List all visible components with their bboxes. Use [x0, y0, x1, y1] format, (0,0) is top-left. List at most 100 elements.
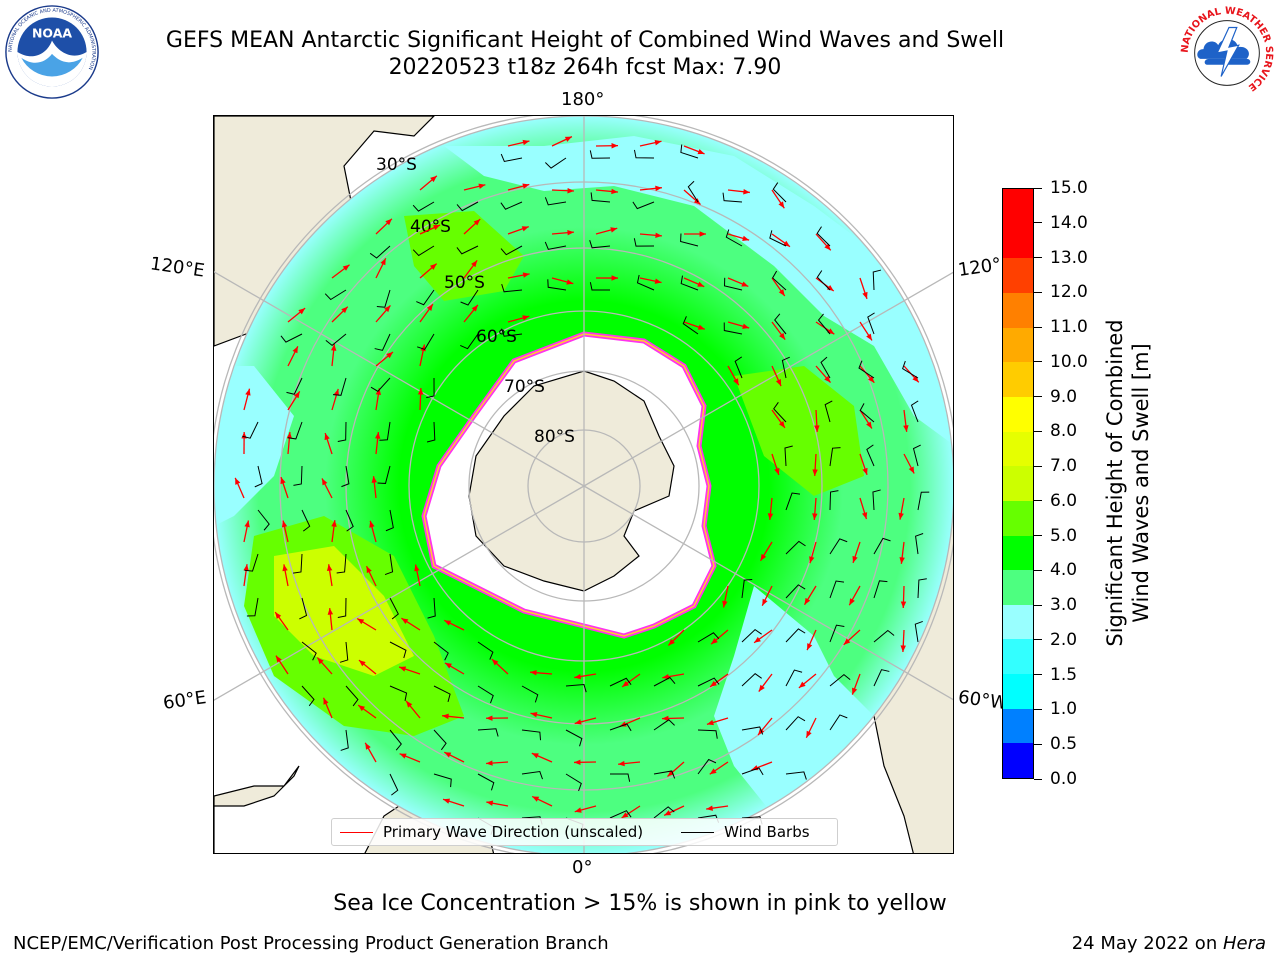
- wave-arrow-head: [898, 512, 904, 520]
- region-low-waves-west: [214, 366, 294, 526]
- wind-barb: [609, 723, 632, 732]
- wind-barb: [781, 356, 790, 379]
- wind-barb: [741, 628, 762, 643]
- wind-barb: [280, 333, 303, 343]
- wave-arrow-head: [445, 662, 452, 669]
- wind-barb: [547, 279, 567, 291]
- wave-arrow-head: [384, 305, 391, 313]
- wind-barb: [477, 728, 499, 737]
- colorbar-segment: [1003, 708, 1033, 744]
- wave-arrow-head: [655, 185, 662, 192]
- colorbar-tick: 0.0: [1034, 769, 1077, 789]
- wind-barb: [341, 465, 350, 488]
- wave-arrow-head: [399, 666, 407, 672]
- colorbar-tick-mark: [1034, 778, 1042, 780]
- wind-barb: [590, 192, 611, 203]
- wave-arrow-head: [442, 713, 449, 720]
- wave-arrow-head: [754, 636, 761, 643]
- colorbar-tick: 15.0: [1034, 178, 1088, 198]
- wind-barb: [500, 153, 523, 163]
- wind-barb: [565, 773, 582, 792]
- colorbar-tick: 2.0: [1034, 630, 1077, 650]
- wind-barb: [369, 245, 391, 259]
- wind-barb: [771, 270, 787, 291]
- wind-barb: [500, 245, 523, 256]
- wave-arrow-head: [522, 139, 530, 146]
- wave-arrow-head: [385, 218, 392, 226]
- wind-barb: [325, 333, 347, 347]
- wind-barb: [477, 685, 494, 704]
- wave-arrow-head: [374, 432, 381, 439]
- wave-arrow-head: [406, 700, 413, 708]
- colorbar-segment: [1003, 500, 1033, 536]
- wind-barb: [254, 465, 263, 488]
- wind-barb: [873, 669, 890, 687]
- wave-arrow-head: [293, 391, 300, 399]
- wind-barb: [785, 628, 806, 643]
- wave-arrow-head: [866, 333, 872, 341]
- wind-barb: [384, 553, 394, 576]
- colorbar-tick-label: 2.0: [1050, 629, 1078, 650]
- wind-barb: [477, 773, 495, 791]
- wave-arrow-head: [567, 188, 574, 194]
- wind-barb: [301, 685, 315, 707]
- colorbar-tick-mark: [1034, 396, 1042, 398]
- wave-arrow-head: [611, 188, 618, 195]
- colorbar-tick: 7.0: [1034, 456, 1077, 476]
- wind-barb: [286, 377, 303, 395]
- wave-arrow-head: [697, 149, 705, 155]
- wind-barb: [873, 537, 891, 555]
- wind-barb: [460, 289, 479, 306]
- region-high-waves-tasman: [404, 211, 524, 301]
- wind-barb: [340, 729, 349, 751]
- colorbar-segment: [1003, 223, 1033, 259]
- wind-barb: [456, 245, 479, 255]
- colorbar-segment: [1003, 743, 1033, 778]
- wind-barb: [774, 313, 787, 335]
- wind-barb: [332, 377, 347, 396]
- wave-arrow-head: [804, 597, 811, 605]
- wave-arrow-head: [762, 598, 768, 606]
- wave-arrow-head: [331, 520, 337, 527]
- wave-arrow-head: [471, 260, 478, 268]
- wind-barb: [609, 677, 632, 687]
- wind-barb: [902, 360, 919, 379]
- colorbar-tick-mark: [1034, 604, 1042, 606]
- wind-barb: [816, 270, 831, 291]
- map-legend: Primary Wave Direction (unscaled) Wind B…: [331, 818, 838, 846]
- wind-barb: [682, 316, 699, 335]
- wind-barb: [697, 677, 720, 687]
- wave-arrow-head: [812, 469, 818, 476]
- wave-arrow-head: [711, 637, 718, 645]
- colorbar-tick-mark: [1034, 326, 1042, 328]
- wind-barb: [544, 197, 567, 206]
- wave-arrow-head: [531, 753, 539, 759]
- wind-barb: [816, 226, 831, 247]
- wave-arrow-head: [530, 711, 538, 718]
- wave-arrow-head: [281, 520, 288, 528]
- wave-arrow-head: [655, 232, 662, 239]
- wave-arrow-head: [622, 680, 629, 687]
- wave-arrow-head: [824, 243, 831, 251]
- wind-barb: [433, 685, 451, 702]
- wave-arrow-head: [900, 601, 907, 608]
- wave-arrow-head: [778, 201, 785, 209]
- wind-barb: [817, 313, 831, 335]
- colorbar-tick: 1.5: [1034, 665, 1077, 685]
- colorbar-tick: 14.0: [1034, 213, 1088, 233]
- wind-barb: [244, 553, 259, 572]
- wind-barb: [769, 230, 787, 247]
- wind-barb: [521, 729, 542, 741]
- wave-arrow-head: [333, 388, 340, 396]
- wind-barb: [370, 377, 391, 392]
- wave-arrow-head: [342, 264, 350, 271]
- wave-arrow-head: [443, 798, 451, 804]
- wind-barb: [872, 269, 882, 291]
- lon-label-180: 180°: [561, 89, 605, 110]
- wind-barb: [820, 356, 831, 379]
- colorbar-tick-label: 12.0: [1050, 282, 1088, 303]
- wave-arrow-head: [444, 752, 452, 758]
- wind-barb: [723, 322, 743, 335]
- wind-barb: [589, 240, 611, 249]
- wind-barb: [427, 597, 436, 619]
